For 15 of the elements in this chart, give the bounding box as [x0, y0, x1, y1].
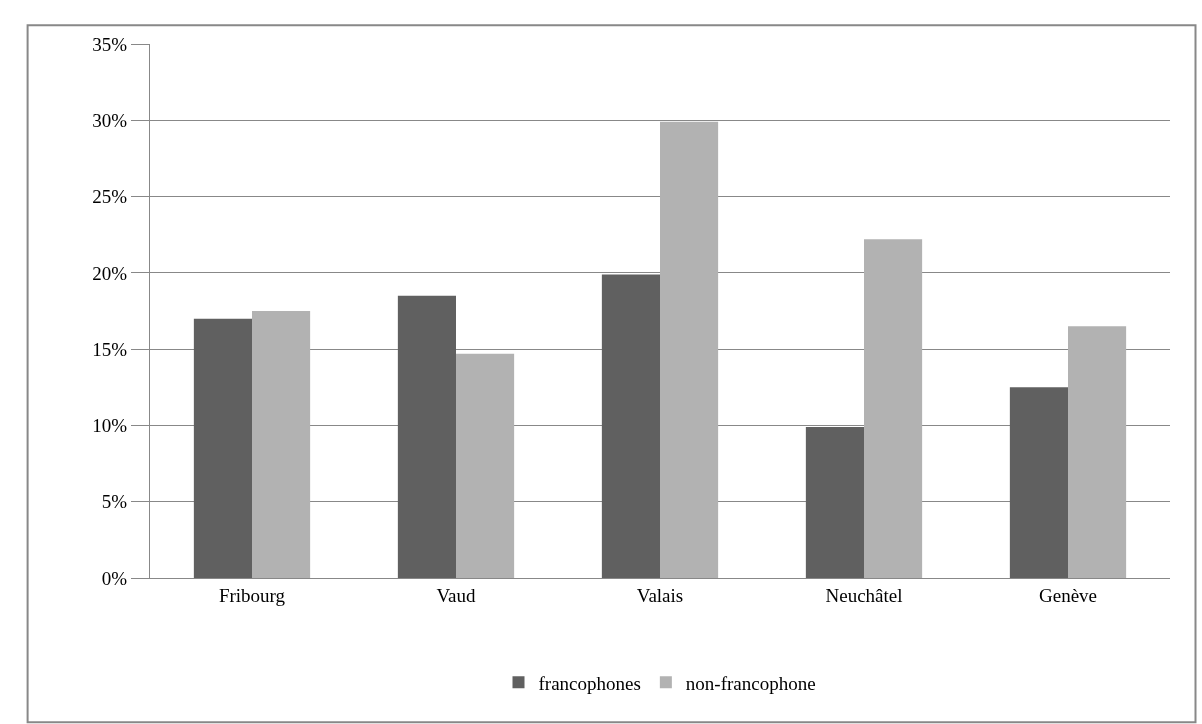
- x-tick-label: Vaud: [436, 584, 477, 606]
- x-tick-label: Neuchâtel: [825, 584, 903, 606]
- y-tick-label: 15%: [92, 338, 128, 360]
- y-tick-label: 35%: [92, 33, 128, 55]
- legend-label: francophones: [538, 672, 641, 694]
- x-tick-label: Valais: [636, 584, 684, 606]
- y-tick-label: 0%: [101, 567, 128, 589]
- x-tick-label: Genève: [1038, 584, 1098, 606]
- legend-label: non-francophone: [685, 672, 816, 694]
- y-tick-label: 30%: [92, 109, 128, 131]
- x-tick-label: Fribourg: [218, 584, 286, 606]
- y-tick-label: 5%: [101, 491, 128, 513]
- y-tick-label: 20%: [92, 262, 128, 284]
- y-tick-label: 10%: [92, 415, 128, 437]
- y-tick-label: 25%: [92, 186, 128, 208]
